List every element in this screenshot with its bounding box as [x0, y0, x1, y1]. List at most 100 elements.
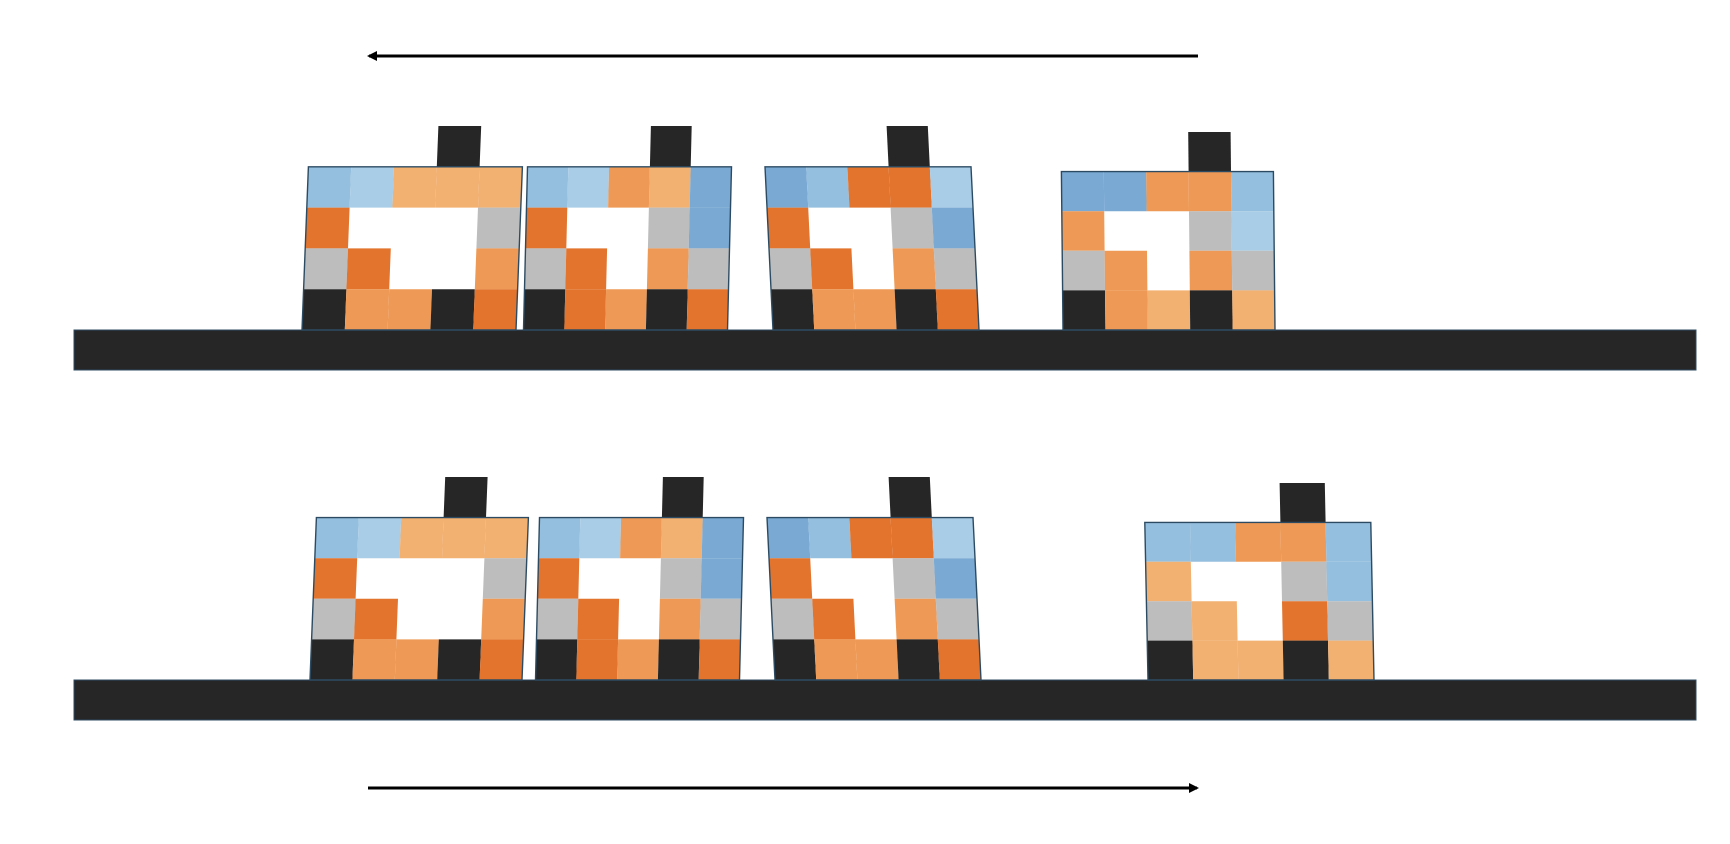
voxel-2-5 — [931, 517, 975, 559]
voxel-2-1 — [314, 517, 359, 559]
robot-outline — [766, 516, 982, 681]
voxel-3-4 — [892, 558, 936, 599]
robot-outline — [534, 516, 745, 681]
voxel-2-5 — [1325, 522, 1372, 562]
voxel-5-5 — [479, 639, 524, 680]
voxel-1-4 — [443, 477, 488, 518]
voxel-5-2 — [352, 639, 397, 680]
voxel-5-2 — [564, 289, 607, 330]
voxel-5-4 — [1189, 290, 1233, 330]
voxel-3-5 — [1326, 561, 1373, 602]
voxel-2-3 — [1235, 522, 1282, 562]
robot-frame-3 — [764, 126, 980, 331]
voxel-4-4 — [1282, 601, 1328, 641]
voxel-2-4 — [648, 166, 691, 208]
voxel-2-2 — [808, 517, 852, 559]
voxel-3-1 — [305, 207, 350, 249]
voxel-3-1 — [525, 207, 568, 249]
voxel-5-5 — [935, 289, 979, 330]
voxel-5-2 — [1192, 640, 1239, 680]
voxel-4-1 — [524, 248, 567, 290]
voxel-4-4 — [646, 248, 689, 290]
voxel-5-5 — [1232, 290, 1275, 330]
voxel-2-1 — [526, 166, 569, 208]
voxel-5-4 — [894, 289, 938, 330]
voxel-5-1 — [523, 289, 566, 330]
voxel-4-1 — [1146, 601, 1193, 641]
voxel-1-4 — [888, 477, 932, 518]
voxel-4-5 — [687, 248, 730, 290]
robot-outline — [309, 516, 530, 681]
voxel-2-5 — [484, 517, 529, 559]
robot-frame-2 — [522, 126, 733, 331]
voxel-5-5 — [686, 289, 729, 330]
voxel-4-5 — [1327, 601, 1374, 641]
voxel-1-4 — [661, 477, 704, 518]
voxel-5-1 — [310, 639, 354, 680]
voxel-5-4 — [1282, 640, 1329, 680]
robot-frame-4 — [1144, 483, 1375, 681]
voxel-4-2 — [1104, 250, 1148, 291]
robot-frame-4 — [1060, 132, 1276, 331]
bottom-ground — [73, 679, 1697, 721]
robot-outline — [1060, 170, 1276, 331]
voxel-5-3 — [387, 289, 432, 330]
voxel-1-4 — [649, 126, 692, 167]
robot-outline — [764, 166, 980, 331]
voxel-3-5 — [482, 558, 527, 599]
voxel-5-2 — [1105, 290, 1148, 330]
voxel-2-3 — [620, 517, 662, 559]
voxel-2-2 — [579, 517, 622, 559]
voxel-4-2 — [354, 598, 398, 640]
voxel-5-2 — [812, 289, 856, 330]
voxel-5-1 — [1062, 290, 1106, 330]
voxel-3-4 — [647, 207, 690, 249]
voxel-4-4 — [892, 248, 936, 290]
voxel-2-5 — [701, 517, 744, 559]
voxel-3-1 — [769, 558, 813, 599]
voxel-4-1 — [769, 248, 813, 290]
bottom-robot-frames — [309, 477, 1375, 681]
robot-outline — [522, 166, 733, 331]
top-robot-frames — [301, 126, 1276, 331]
voxel-3-4 — [1281, 561, 1328, 602]
voxel-5-4 — [645, 289, 688, 330]
voxel-5-3 — [617, 639, 659, 680]
voxel-2-1 — [306, 166, 352, 208]
voxel-5-4 — [430, 289, 475, 330]
voxel-4-1 — [771, 598, 815, 640]
voxel-3-1 — [1061, 211, 1105, 251]
voxel-4-2 — [810, 248, 854, 290]
voxel-5-5 — [937, 639, 981, 680]
voxel-3-5 — [933, 558, 977, 599]
voxel-2-1 — [1061, 171, 1105, 212]
bottom-row — [73, 477, 1697, 793]
voxel-2-2 — [349, 166, 394, 208]
voxel-2-5 — [478, 166, 523, 208]
voxel-4-5 — [474, 248, 520, 290]
voxel-4-1 — [1062, 250, 1105, 291]
voxel-1-4 — [886, 126, 930, 167]
voxel-2-3 — [847, 166, 891, 208]
voxel-5-1 — [771, 289, 815, 330]
voxel-5-1 — [302, 289, 347, 330]
robot-outline — [301, 166, 524, 331]
voxel-2-1 — [1144, 522, 1191, 562]
robot-frame-1 — [301, 126, 524, 331]
voxel-2-1 — [767, 517, 811, 559]
voxel-2-5 — [689, 166, 732, 208]
voxel-4-5 — [481, 598, 526, 640]
voxel-4-1 — [536, 598, 579, 640]
voxel-5-5 — [473, 289, 518, 330]
voxel-4-5 — [1231, 250, 1275, 291]
voxel-4-5 — [933, 248, 977, 290]
voxel-5-2 — [576, 639, 619, 680]
voxel-5-1 — [1147, 640, 1194, 680]
voxel-2-4 — [442, 517, 486, 559]
voxel-5-4 — [657, 639, 700, 680]
robot-frame-2 — [534, 477, 745, 681]
voxel-4-4 — [894, 598, 938, 640]
voxel-2-5 — [929, 166, 973, 208]
voxel-3-5 — [688, 207, 731, 249]
